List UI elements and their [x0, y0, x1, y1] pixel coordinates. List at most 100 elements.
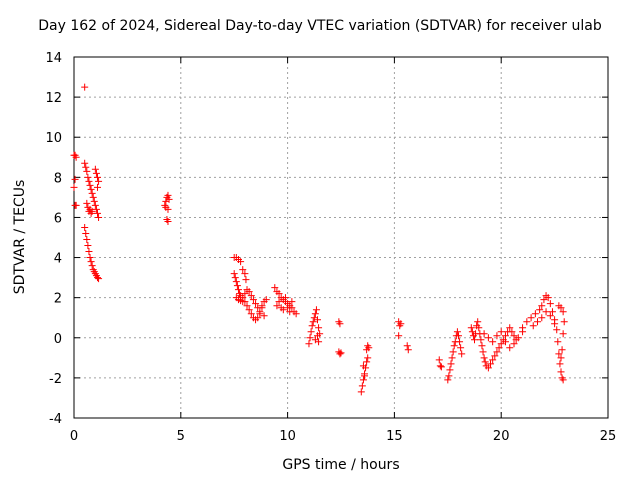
data-point — [506, 344, 514, 352]
y-tick-label: 0 — [54, 332, 62, 347]
data-point — [91, 165, 99, 173]
x-tick-label: 5 — [177, 429, 185, 444]
data-point — [538, 302, 546, 310]
data-point — [88, 262, 96, 270]
y-tick-label: 6 — [54, 211, 62, 226]
data-point — [510, 340, 518, 348]
data-point — [538, 314, 546, 322]
data-point — [497, 340, 505, 348]
data-point — [544, 294, 552, 302]
data-point — [88, 207, 96, 215]
x-tick-label: 25 — [600, 429, 617, 444]
data-point — [556, 360, 564, 368]
data-point — [358, 382, 366, 390]
data-point — [527, 314, 535, 322]
data-point — [83, 199, 91, 207]
data-point — [336, 350, 344, 358]
data-point — [275, 290, 283, 298]
plot-frame — [73, 56, 609, 419]
y-tick-label: 4 — [54, 252, 62, 267]
data-point — [480, 330, 488, 338]
data-point — [308, 322, 316, 330]
data-point — [487, 360, 495, 368]
data-point — [234, 286, 242, 294]
data-point — [232, 278, 240, 286]
data-point — [273, 302, 281, 310]
data-point — [252, 300, 260, 308]
data-point — [254, 314, 262, 322]
data-point — [551, 320, 559, 328]
data-point — [493, 332, 501, 340]
data-point — [447, 360, 455, 368]
data-point — [82, 229, 90, 237]
data-point — [474, 318, 482, 326]
data-point — [336, 320, 344, 328]
data-point — [93, 209, 101, 217]
data-point — [449, 348, 457, 356]
data-point — [95, 213, 103, 221]
data-point — [480, 354, 488, 362]
data-point — [164, 217, 172, 225]
data-point — [88, 189, 96, 197]
data-point — [337, 349, 345, 357]
data-point — [81, 83, 89, 91]
data-point — [489, 338, 497, 346]
data-point — [357, 388, 365, 396]
data-point — [307, 328, 315, 336]
data-point — [243, 302, 251, 310]
data-point — [359, 376, 367, 384]
data-point — [164, 205, 172, 213]
data-point — [306, 334, 314, 342]
data-point — [286, 308, 294, 316]
data-point — [519, 324, 527, 332]
data-point — [247, 292, 255, 300]
data-point — [450, 342, 458, 350]
data-point — [478, 342, 486, 350]
data-point — [231, 274, 239, 282]
data-point — [548, 308, 556, 316]
data-point — [491, 352, 499, 360]
data-point — [262, 296, 270, 304]
data-point — [247, 310, 255, 318]
data-points — [70, 83, 568, 396]
y-tick-label: 14 — [45, 51, 62, 66]
data-point — [510, 332, 518, 340]
data-point — [458, 350, 466, 358]
data-point — [536, 306, 544, 314]
data-point — [165, 195, 173, 203]
data-point — [284, 304, 292, 312]
data-point — [93, 183, 101, 191]
data-point — [315, 324, 323, 332]
data-point — [471, 336, 478, 344]
data-point — [245, 306, 253, 314]
data-point — [237, 258, 245, 266]
data-point — [95, 275, 103, 283]
data-point — [275, 298, 283, 306]
data-point — [84, 173, 92, 181]
data-point — [495, 344, 503, 352]
data-point — [91, 201, 99, 209]
data-point — [534, 318, 542, 326]
data-point — [314, 332, 322, 340]
y-tick-label: -2 — [49, 372, 62, 387]
data-point — [484, 364, 492, 372]
data-point — [446, 366, 454, 374]
data-point — [508, 328, 516, 336]
data-point — [92, 169, 100, 177]
data-point — [258, 302, 266, 310]
data-point — [233, 282, 241, 290]
data-point — [260, 312, 268, 320]
data-point — [493, 348, 501, 356]
data-point — [87, 185, 95, 193]
data-point — [72, 153, 80, 161]
data-point — [546, 312, 554, 320]
data-point — [395, 332, 403, 340]
y-tick-label: 10 — [45, 131, 62, 146]
y-tick-label: 12 — [45, 91, 62, 106]
x-tick-label: 15 — [386, 429, 403, 444]
data-point — [540, 296, 548, 304]
data-point — [92, 205, 100, 213]
data-point — [72, 201, 80, 209]
data-point — [85, 177, 93, 185]
